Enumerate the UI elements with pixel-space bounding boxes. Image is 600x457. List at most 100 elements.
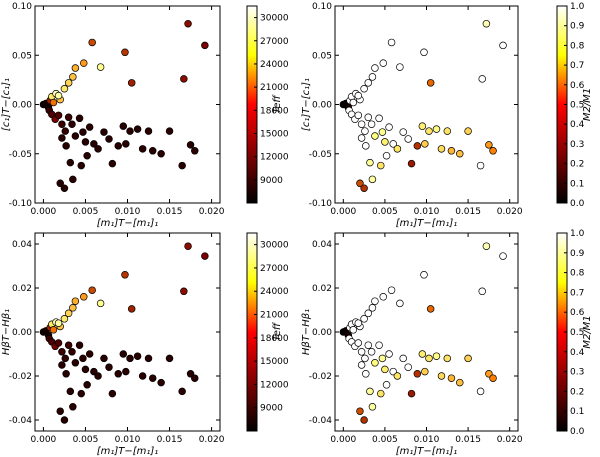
x-tick-label: 0.005 xyxy=(73,207,99,217)
y-tick-label: 0.02 xyxy=(12,284,32,294)
data-point xyxy=(377,161,385,170)
y-tick-label: -0.04 xyxy=(309,416,333,426)
data-point xyxy=(489,147,497,155)
data-point xyxy=(482,242,491,250)
y-tick-label: 0.10 xyxy=(312,2,332,12)
data-point xyxy=(387,286,396,294)
data-point xyxy=(420,48,428,57)
data-point xyxy=(108,159,117,168)
data-point xyxy=(389,140,397,148)
data-point xyxy=(396,63,404,71)
data-point xyxy=(58,361,66,369)
y-axis-label: [c₁]T−[c₁]₁ xyxy=(301,78,312,131)
data-point xyxy=(100,354,108,363)
data-point xyxy=(133,352,142,360)
data-point xyxy=(148,147,157,155)
x-tick-label: 0.005 xyxy=(372,207,398,217)
data-point xyxy=(489,374,497,382)
y-tick-label: 0.00 xyxy=(312,101,332,111)
data-point xyxy=(354,91,363,100)
data-point xyxy=(360,84,368,93)
data-point xyxy=(368,175,377,184)
x-axis-label: [m₁]T−[m₁]₁ xyxy=(97,218,159,229)
x-tick-label: 0.005 xyxy=(372,435,398,445)
colorbar-tick-label: 0.0 xyxy=(570,199,585,209)
colorbar-tick-label: 24000 xyxy=(260,287,289,297)
colorbar-label: Teff xyxy=(272,321,283,341)
data-point xyxy=(56,407,64,415)
data-point xyxy=(144,354,153,363)
data-point xyxy=(426,79,435,87)
x-axis-label: [m₁]T−[m₁]₁ xyxy=(396,446,458,457)
data-point xyxy=(437,372,446,380)
colorbar-tick-label: 24000 xyxy=(260,60,289,70)
data-point xyxy=(356,179,364,188)
panel-bottom-right: 0.000 0.005 0.010 0.015 0.020 -0.04 -0.02 0.00 0… xyxy=(301,229,593,457)
x-tick-label: 0.020 xyxy=(199,435,225,445)
scatter-points xyxy=(339,19,507,192)
data-point xyxy=(60,184,69,192)
colorbar-tick-label: 0.4 xyxy=(570,120,585,130)
data-point xyxy=(499,252,507,260)
data-point xyxy=(371,359,379,367)
data-point xyxy=(432,352,441,360)
data-point xyxy=(443,354,452,363)
y-tick-label: 0.05 xyxy=(12,51,32,61)
data-point xyxy=(54,319,63,327)
colorbar-tick-label: 0.0 xyxy=(570,427,585,437)
y-tick-label: 0.00 xyxy=(12,101,32,111)
y-tick-label: 0.00 xyxy=(312,328,332,338)
data-point xyxy=(64,309,73,318)
data-point xyxy=(354,319,363,327)
data-point xyxy=(407,159,416,168)
data-point xyxy=(126,127,134,135)
colorbar-tick-label: 0.7 xyxy=(570,288,584,298)
data-point xyxy=(85,350,94,358)
data-point xyxy=(88,38,96,47)
data-point xyxy=(77,161,85,170)
data-point xyxy=(64,341,73,349)
data-point xyxy=(362,142,370,150)
y-axis-label: HβT−Hβ₁ xyxy=(301,309,312,355)
data-point xyxy=(381,138,389,146)
data-point xyxy=(368,73,377,81)
colorbar-tick-label: 9000 xyxy=(260,176,283,186)
data-point xyxy=(100,128,108,136)
data-point xyxy=(360,416,368,424)
colorbar-tick-label: 15000 xyxy=(260,129,289,139)
data-point xyxy=(421,140,429,148)
x-tick-label: 0.010 xyxy=(414,435,440,445)
data-point xyxy=(71,359,80,367)
data-point xyxy=(499,41,507,50)
data-point xyxy=(69,73,77,81)
data-point xyxy=(425,354,433,363)
data-point xyxy=(56,179,64,188)
data-point xyxy=(66,158,75,167)
data-point xyxy=(83,381,91,389)
colorbar-tick-label: 0.9 xyxy=(570,22,585,32)
data-point xyxy=(418,350,427,358)
x-tick-label: 0.015 xyxy=(455,207,481,217)
data-point xyxy=(77,389,85,398)
colorbar-tick-label: 0.8 xyxy=(570,269,585,279)
y-tick-label: -0.02 xyxy=(309,372,332,382)
colorbar-tick-label: 15000 xyxy=(260,357,289,367)
data-point xyxy=(404,363,412,371)
data-point xyxy=(482,19,491,28)
data-point xyxy=(114,370,122,378)
colorbar-tick-label: 1.0 xyxy=(570,229,585,239)
data-point xyxy=(385,350,393,358)
data-point xyxy=(364,113,373,122)
data-point xyxy=(60,84,69,93)
data-point xyxy=(478,75,486,83)
data-point xyxy=(119,122,128,130)
data-point xyxy=(377,389,385,398)
data-point xyxy=(385,123,393,131)
data-point xyxy=(349,98,358,107)
data-point xyxy=(371,132,379,140)
data-point xyxy=(379,293,387,301)
data-point xyxy=(381,365,389,374)
colorbar-tick-label: 27000 xyxy=(260,37,289,47)
colorbar-tick-label: 0.3 xyxy=(570,368,584,378)
